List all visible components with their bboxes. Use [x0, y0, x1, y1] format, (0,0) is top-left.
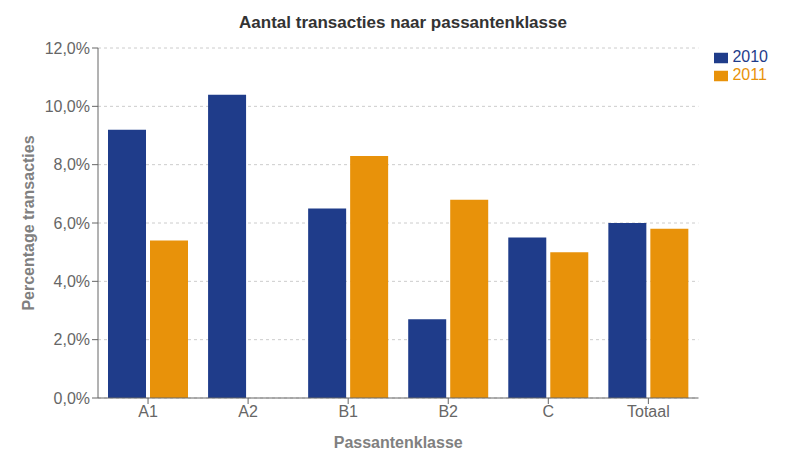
svg-text:B1: B1 — [338, 403, 358, 420]
svg-text:Totaal: Totaal — [627, 403, 670, 420]
svg-text:Percentage transacties: Percentage transacties — [20, 135, 37, 310]
svg-text:6,0%: 6,0% — [54, 215, 90, 232]
svg-text:Passantenklasse: Passantenklasse — [334, 434, 463, 451]
svg-text:B2: B2 — [438, 403, 458, 420]
svg-text:4,0%: 4,0% — [54, 273, 90, 290]
html-text:2011: 2011 — [732, 66, 767, 83]
svg-text:10,0%: 10,0% — [45, 98, 90, 115]
svg-text:12,0%: 12,0% — [45, 40, 90, 57]
svg-text:C: C — [543, 403, 555, 420]
svg-text:2,0%: 2,0% — [54, 331, 90, 348]
svg-text:A2: A2 — [238, 403, 258, 420]
html-text:Aantal transacties naar passan: Aantal transacties naar passantenklasse — [239, 13, 567, 32]
html-text:2010: 2010 — [732, 48, 768, 65]
svg-text:A1: A1 — [138, 403, 158, 420]
svg-text:8,0%: 8,0% — [54, 156, 90, 173]
svg-text:0,0%: 0,0% — [54, 390, 90, 407]
